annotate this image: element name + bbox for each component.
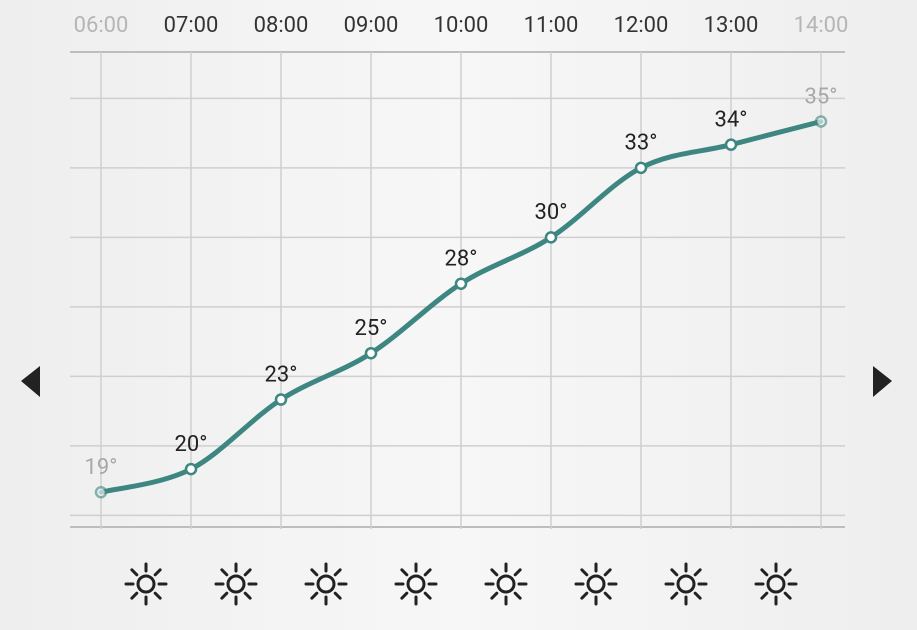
value-label: 23° <box>265 362 298 387</box>
point <box>184 462 198 476</box>
sun-core <box>406 574 426 594</box>
weather-icon <box>214 562 258 606</box>
weather-icon <box>574 562 618 606</box>
sun-ray <box>310 568 319 577</box>
sun-ray <box>760 568 769 577</box>
sun-ray <box>580 591 589 600</box>
sun-ray <box>490 568 499 577</box>
sun-ray <box>400 568 409 577</box>
point <box>274 393 288 406</box>
sun-ray <box>670 591 679 600</box>
sun-ray <box>243 568 252 577</box>
x-tick-label: 09:00 <box>344 13 399 38</box>
weather-icon <box>394 562 438 606</box>
point <box>544 231 558 244</box>
sun-ray <box>693 591 702 600</box>
sun-ray <box>130 591 139 600</box>
weather-icon <box>304 562 348 606</box>
sun-ray <box>333 591 342 600</box>
sun-core <box>226 574 246 594</box>
sun-ray <box>783 568 792 577</box>
sun-ray <box>423 591 432 600</box>
sun-ray <box>153 591 162 600</box>
x-tick-label: 07:00 <box>164 13 219 38</box>
value-label: 34° <box>715 107 748 132</box>
prev-arrow[interactable] <box>21 366 40 397</box>
x-tick-label: 08:00 <box>254 13 309 38</box>
sun-core <box>766 574 786 594</box>
x-tick-label: 12:00 <box>614 13 669 38</box>
sun-core <box>136 574 156 594</box>
sun-ray <box>243 591 252 600</box>
x-tick-label: 06:00 <box>74 13 129 38</box>
sun-ray <box>333 568 342 577</box>
value-label: 28° <box>445 247 478 272</box>
sun-core <box>676 574 696 594</box>
sun-ray <box>130 568 139 577</box>
sun-ray <box>760 591 769 600</box>
x-tick-label: 10:00 <box>434 13 489 38</box>
next-arrow[interactable] <box>873 366 892 397</box>
value-label: 35° <box>805 84 838 109</box>
sun-ray <box>603 591 612 600</box>
sun-ray <box>513 591 522 600</box>
value-label: 20° <box>175 432 208 457</box>
point <box>454 277 468 290</box>
x-tick-label: 13:00 <box>704 13 759 38</box>
sun-core <box>316 574 336 594</box>
sun-ray <box>400 591 409 600</box>
value-label: 25° <box>355 316 388 341</box>
point <box>814 115 828 128</box>
sun-core <box>586 574 606 594</box>
weather-icon <box>124 562 168 606</box>
point <box>724 138 738 151</box>
sun-ray <box>513 568 522 577</box>
point <box>364 346 378 360</box>
sun-ray <box>153 568 162 577</box>
sun-ray <box>423 568 432 577</box>
value-label: 30° <box>535 200 568 225</box>
weather-icon <box>484 562 528 606</box>
x-tick-label: 14:00 <box>794 13 849 38</box>
sun-ray <box>490 591 499 600</box>
sun-ray <box>220 568 229 577</box>
sun-ray <box>580 568 589 577</box>
sun-core <box>496 574 516 594</box>
sun-ray <box>783 591 792 600</box>
sun-ray <box>693 568 702 577</box>
weather-icon <box>664 562 708 606</box>
weather-icon <box>754 562 798 606</box>
value-label: 19° <box>85 455 118 480</box>
sun-ray <box>310 591 319 600</box>
point <box>634 161 648 175</box>
point <box>94 485 108 499</box>
value-label: 33° <box>625 131 658 156</box>
sun-ray <box>220 591 229 600</box>
x-tick-label: 11:00 <box>524 13 579 38</box>
sun-ray <box>603 568 612 577</box>
sun-ray <box>670 568 679 577</box>
